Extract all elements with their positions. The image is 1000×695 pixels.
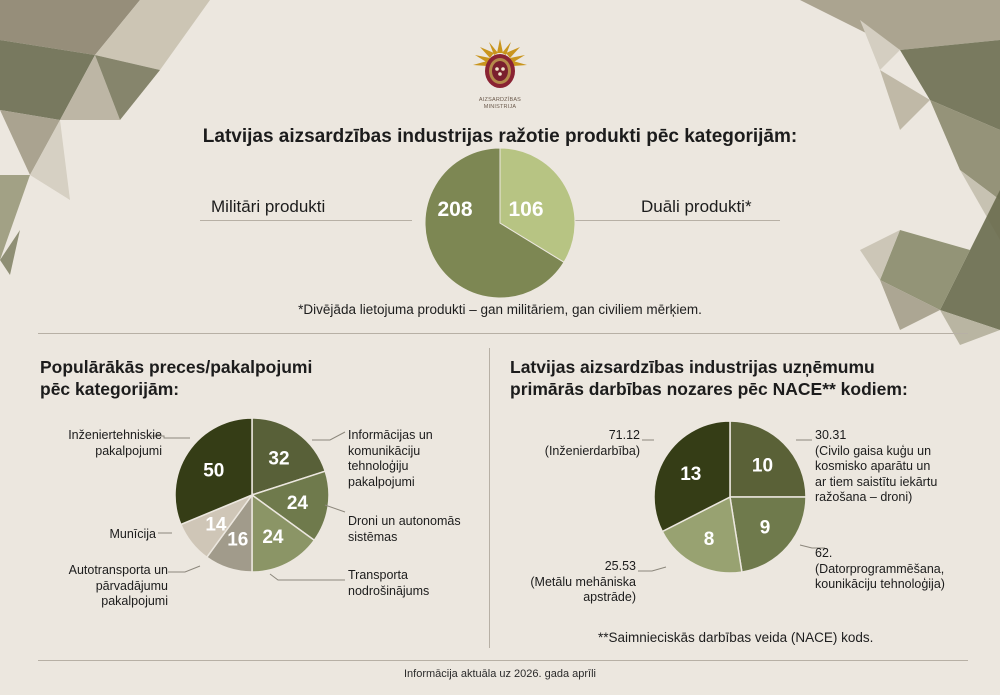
section-divider xyxy=(38,333,968,334)
vertical-divider xyxy=(489,348,490,648)
bottom-divider xyxy=(38,660,968,661)
goods-label-municija: Munīcija xyxy=(109,527,156,541)
goods-leader-line-4 xyxy=(269,573,345,581)
nace-label-25-53-metalu-mehaniska-apstrade: 25.53 (Metālu mehāniska apstrāde) xyxy=(530,559,636,604)
products-value-dual: 106 xyxy=(508,198,543,221)
goods-value-inzeniertehniskie-pakalpojumi: 50 xyxy=(203,460,224,481)
products-slice-militari-produkti xyxy=(424,148,565,298)
nace-leader-line-2 xyxy=(799,544,825,549)
nace-label-62-datorprogrammesana-kounikaciju-tehnol: 62. (Datorprogrammēšana, kounikāciju tehno… xyxy=(815,546,945,591)
goods-leader-line-2 xyxy=(312,431,346,441)
military-products-label: Militāri produkti xyxy=(211,197,326,216)
camo-top-right xyxy=(800,0,1000,240)
nace-footnote: **Saimnieciskās darbības veida (NACE) ko… xyxy=(598,630,874,645)
nace-value-62-datorprogrammesana-kounikaciju-tehnol: 9 xyxy=(760,518,771,539)
goods-value-droni-un-autonomas-sistemas: 24 xyxy=(287,493,309,514)
nace-label-30-31-civilo-gaisa-kugu-un-kosmisko-apar: 30.31 (Civilo gaisa kuģu un kosmisko aparā… xyxy=(815,428,938,504)
goods-label-transporta-nodrosinajums: Transporta nodrošinājums xyxy=(348,568,430,598)
info-date-note: Informācija aktuāla uz 2026. gada aprīli xyxy=(403,668,596,680)
nace-value-30-31-civilo-gaisa-kugu-un-kosmisko-apar: 10 xyxy=(752,455,773,476)
goods-slice-informacijas-un-komunikaciju-tehnologiju xyxy=(251,417,327,497)
goods-value-transporta-nodrosinajums: 24 xyxy=(262,527,284,548)
products-pie-chart: 208 106 xyxy=(424,148,576,298)
ministry-emblem-icon xyxy=(473,39,527,88)
dual-use-footnote: *Divējāda lietojuma produkti – gan milit… xyxy=(298,302,702,317)
products-slice-duali-produkti xyxy=(499,148,576,263)
goods-label-inzeniertehniskie-pakalpojumi: Inženiertehniskie pakalpojumi xyxy=(68,428,162,458)
goods-slice-transporta-nodrosinajums xyxy=(251,493,316,573)
goods-label-autotransporta-un-parvadajumu-pakalpojum: Autotransporta un pārvadājumu pakalpojumi xyxy=(68,563,168,608)
goods-leader-line-3 xyxy=(324,504,346,513)
goods-leader-line-5 xyxy=(168,565,201,573)
nace-pie-chart: 10 9 8 13 xyxy=(638,420,825,574)
ministry-name: AIZSARDZĪBAS MINISTRIJA xyxy=(478,97,522,110)
nace-slice-25-53-metalu-mehaniska-apstrade xyxy=(661,495,743,574)
goods-label-droni-un-autonomas-sistemas: Droni un autonomās sistēmas xyxy=(348,514,461,544)
left-leader-line xyxy=(200,220,412,221)
goods-value-informacijas-un-komunikaciju-tehnologiju: 32 xyxy=(268,449,289,470)
nace-leader-line-3 xyxy=(638,566,667,572)
nace-value-71-12-inzenierdarbiba: 13 xyxy=(680,464,701,485)
nace-codes-title: Latvijas aizsardzības industrijas uzņēmu… xyxy=(510,357,908,399)
goods-value-municija: 14 xyxy=(205,514,227,535)
goods-slice-droni-un-autonomas-sistemas xyxy=(250,470,330,542)
goods-leader-line-1 xyxy=(150,435,190,439)
right-leader-line xyxy=(568,220,780,221)
popular-goods-title: Populārākās preces/pakalpojumi pēc kateg… xyxy=(40,357,313,399)
nace-slice-30-31-civilo-gaisa-kugu-un-kosmisko-apar xyxy=(729,420,807,498)
nace-value-25-53-metalu-mehaniska-apstrade: 8 xyxy=(704,529,715,550)
nace-label-71-12-inzenierdarbiba: 71.12 (Inženierdarbība) xyxy=(544,428,640,458)
goods-label-informacijas-un-komunikaciju-tehnologiju: Informācijas un komunikāciju tehnoloģiju pa… xyxy=(348,428,433,489)
goods-value-autotransporta-un-parvadajumu-pakalpojum: 16 xyxy=(227,530,248,551)
goods-slice-inzeniertehniskie-pakalpojumi xyxy=(174,417,253,526)
nace-slice-71-12-inzenierdarbiba xyxy=(653,420,731,533)
nace-slice-62-datorprogrammesana-kounikaciju-tehnol xyxy=(729,496,807,573)
camo-right xyxy=(860,190,1000,345)
main-title: Latvijas aizsardzības industrijas ražoti… xyxy=(202,126,798,147)
camo-top-left xyxy=(0,0,210,275)
products-value-military: 208 xyxy=(437,198,472,221)
dual-products-label: Duāli produkti* xyxy=(641,197,752,216)
